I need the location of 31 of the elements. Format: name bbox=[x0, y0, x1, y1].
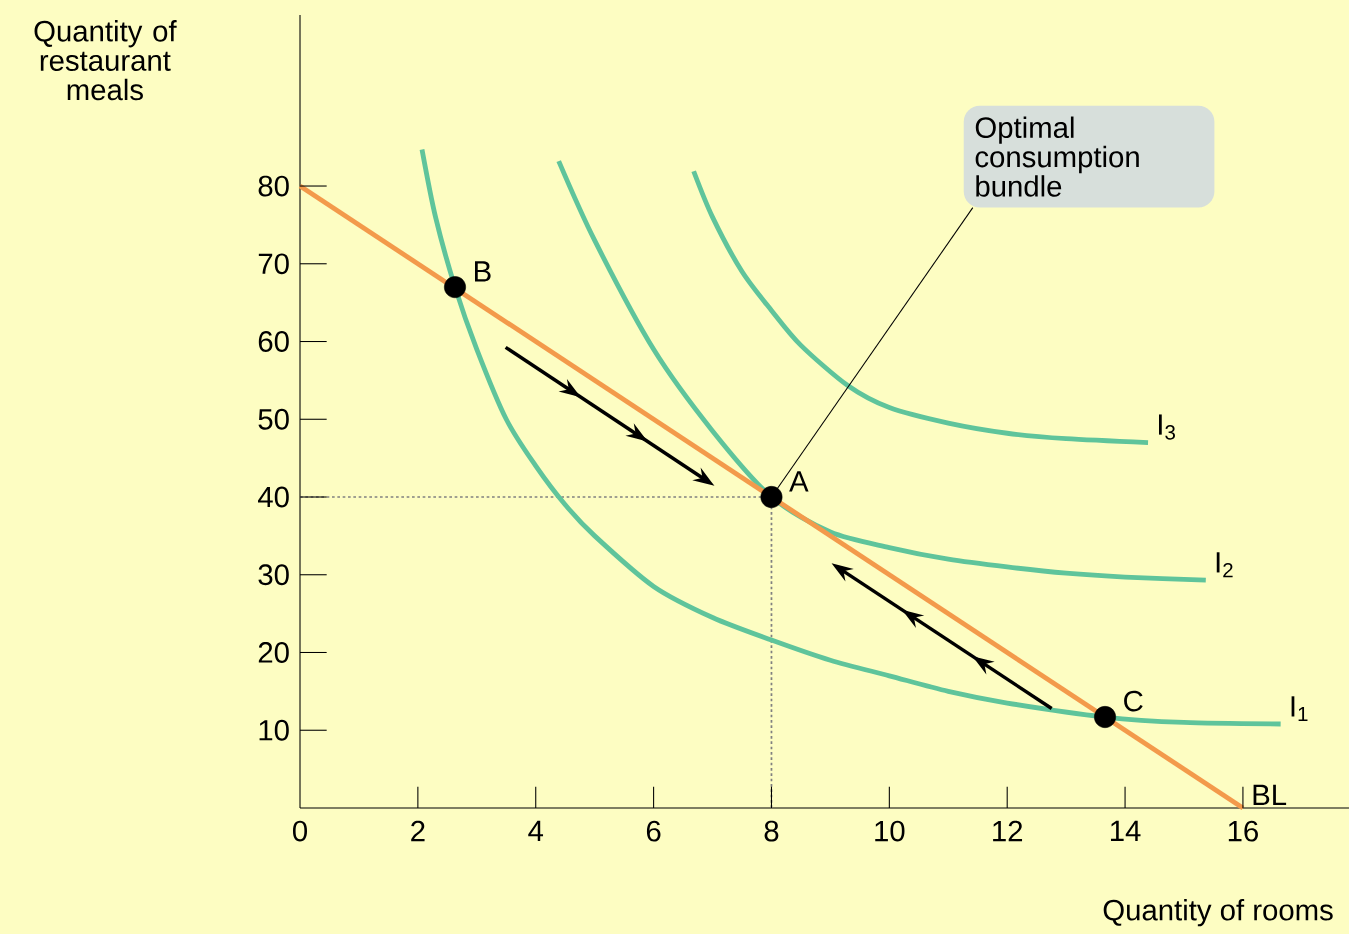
x-tick-label: 8 bbox=[764, 820, 779, 842]
y-tick-label: 10 bbox=[259, 719, 289, 741]
y-tick-label: 40 bbox=[258, 486, 289, 508]
y-tick-label: 50 bbox=[258, 408, 289, 430]
y-tick-label: 80 bbox=[258, 175, 289, 197]
x-tick-label: 0 bbox=[293, 820, 308, 842]
x-tick-label: 12 bbox=[993, 820, 1023, 842]
x-tick-label: 4 bbox=[528, 820, 544, 841]
point bbox=[444, 276, 466, 299]
line-series bbox=[419, 147, 1284, 727]
y-tick-label: 60 bbox=[258, 331, 289, 352]
annotation: C bbox=[1124, 690, 1143, 712]
x-axis-title: Quantity of rooms bbox=[1103, 898, 1333, 927]
y-tick-label: 20 bbox=[258, 642, 289, 663]
series-label: I$_{3}$ bbox=[1159, 414, 1175, 440]
y-axis-title: Quantity of restaurant meals bbox=[34, 20, 177, 101]
y-tick-label: 70 bbox=[258, 253, 289, 275]
x-tick-label: 16 bbox=[1228, 820, 1258, 842]
x-tick-label: 2 bbox=[411, 820, 425, 842]
annotation: B bbox=[475, 261, 491, 282]
series-label: BL bbox=[1253, 784, 1287, 806]
annotation: Optimal consumption bundle bbox=[975, 116, 1139, 197]
y-tick-label: 30 bbox=[258, 564, 289, 586]
point bbox=[1094, 706, 1116, 728]
annotation: A bbox=[789, 471, 809, 492]
point bbox=[760, 486, 783, 508]
x-tick-label: 14 bbox=[1110, 820, 1141, 841]
series-label: I$_{2}$ bbox=[1216, 552, 1233, 578]
series-label: I$_{1}$ bbox=[1291, 696, 1308, 722]
x-tick-label: 6 bbox=[646, 820, 661, 842]
x-tick-label: 10 bbox=[875, 820, 905, 842]
